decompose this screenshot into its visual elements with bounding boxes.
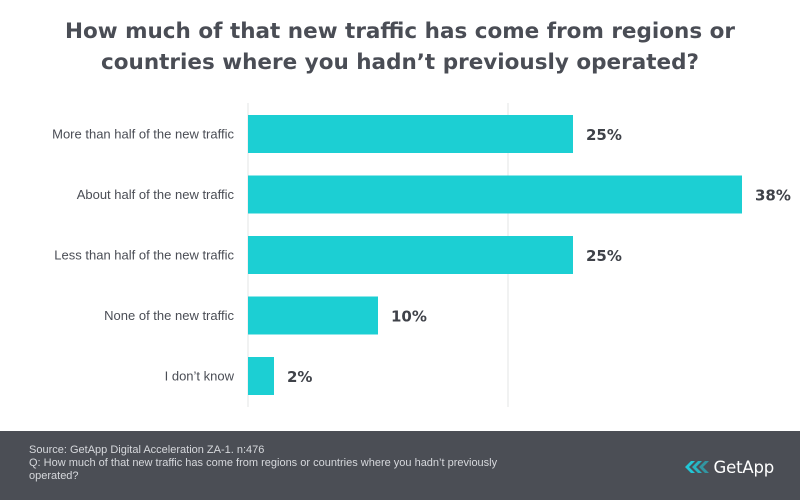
bar-4 (248, 357, 274, 395)
bar-1 (248, 175, 742, 214)
footer: Source: GetApp Digital Acceleration ZA-1… (0, 431, 800, 500)
category-label-3: None of the new traffic (104, 308, 234, 323)
chart-title-line-1: How much of that new traffic has come fr… (64, 19, 736, 44)
value-label-1: 38% (755, 187, 791, 205)
bar-3 (248, 296, 378, 335)
chart-title-line-2: countries where you hadn’t previously op… (101, 50, 699, 75)
brand-logo: GetApp (684, 456, 775, 478)
footer-question-line-2: operated? (29, 470, 79, 482)
chart-title: How much of that new traffic has come fr… (40, 16, 760, 78)
bar-chart: More than half of the new traffic 25% Abou… (52, 103, 791, 407)
value-label-4: 2% (287, 368, 312, 386)
value-label-2: 25% (586, 247, 622, 265)
footer-notes: Source: GetApp Digital Acceleration ZA-1… (29, 444, 599, 483)
value-label-0: 25% (586, 126, 622, 144)
category-label-4: I don’t know (165, 369, 235, 384)
bar-2 (248, 236, 573, 274)
bar-0 (248, 115, 573, 153)
value-label-3: 10% (391, 308, 427, 326)
footer-source: Source: GetApp Digital Acceleration ZA-1… (29, 444, 265, 456)
category-label-0: More than half of the new traffic (52, 127, 234, 142)
brand-name: GetApp (713, 457, 775, 477)
getapp-logo-icon (684, 461, 709, 473)
category-label-2: Less than half of the new traffic (54, 248, 234, 263)
footer-question-line-1: Q: How much of that new traffic has come… (29, 457, 498, 469)
category-label-1: About half of the new traffic (77, 187, 235, 202)
